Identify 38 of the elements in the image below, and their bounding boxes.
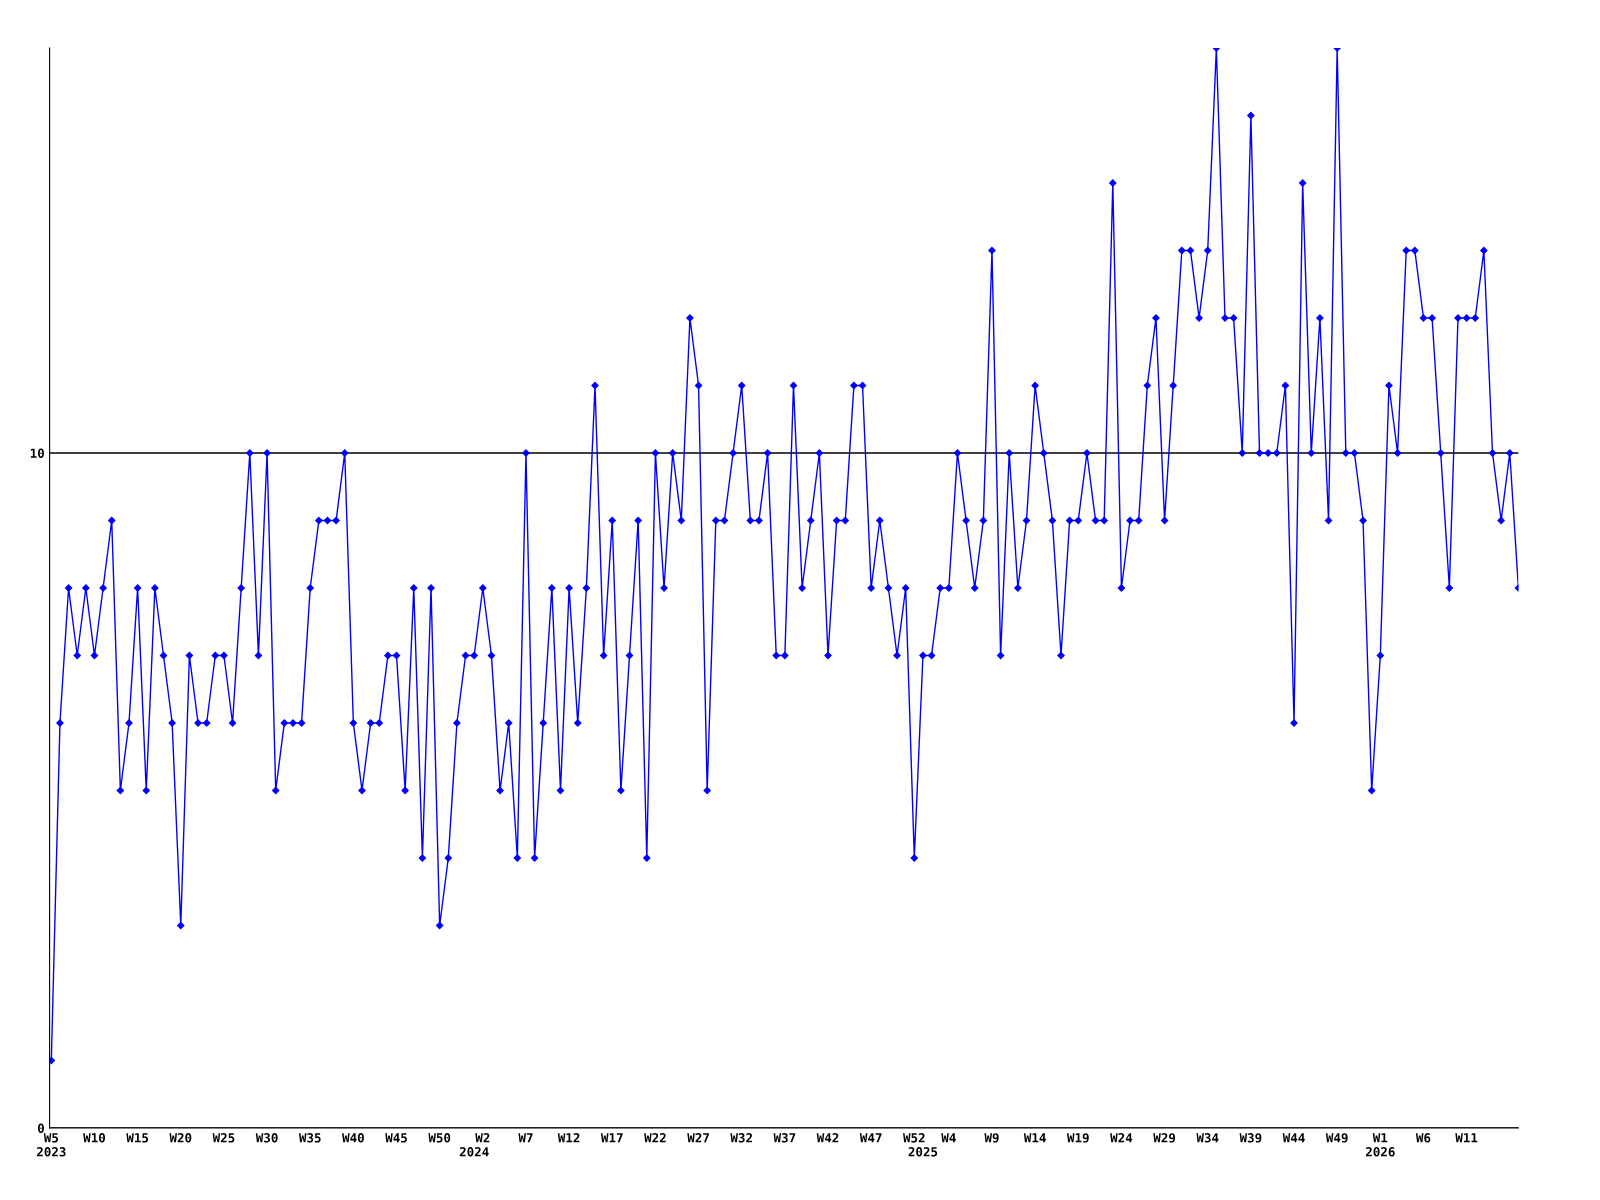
x-tick-label: W5 2023	[36, 1133, 66, 1157]
x-tick-label: W19	[1066, 1133, 1089, 1143]
x-tick-label: W6	[1415, 1133, 1431, 1143]
x-tick-label: 2025	[908, 1147, 938, 1157]
x-tick-label: W40	[342, 1133, 364, 1143]
x-tick-label: W39	[1239, 1133, 1262, 1143]
x-tick-label: W52	[903, 1133, 925, 1143]
x-tick-label: W9	[984, 1133, 999, 1143]
x-tick-label: W7	[518, 1133, 533, 1143]
x-tick-label: W27	[687, 1133, 709, 1143]
x-tick-label: W24	[1110, 1133, 1133, 1143]
x-tick-label: W25	[212, 1133, 235, 1143]
x-tick-label: W44	[1282, 1133, 1305, 1143]
x-tick-label: W47	[859, 1133, 882, 1143]
x-tick-label: W30	[255, 1133, 278, 1143]
x-tick-label: W22	[644, 1133, 666, 1143]
x-tick-label: 2024	[459, 1147, 489, 1157]
x-tick-label: W34	[1196, 1133, 1219, 1143]
x-tick-label: W42	[816, 1133, 839, 1143]
x-tick-label: W32	[730, 1133, 752, 1143]
x-tick-label: W10	[83, 1133, 106, 1143]
x-tick-label: W17	[600, 1133, 623, 1143]
x-tick-label: W4	[941, 1133, 956, 1143]
y-tick-label: 0	[37, 1123, 44, 1133]
x-tick-label: W11	[1455, 1133, 1478, 1143]
x-tick-label: W50	[428, 1133, 451, 1143]
x-tick-label: W29	[1153, 1133, 1176, 1143]
x-tick-label: W14	[1023, 1133, 1046, 1143]
x-tick-label: W20	[169, 1133, 192, 1143]
y-tick-label: 10	[30, 448, 44, 458]
x-tick-label: W49	[1325, 1133, 1348, 1143]
x-tick-label: W15	[126, 1133, 149, 1143]
x-tick-label: W37	[773, 1133, 796, 1143]
x-tick-label: W35	[298, 1133, 321, 1143]
x-tick-label: W45	[385, 1133, 407, 1143]
x-tick-label: W1 2026	[1365, 1133, 1395, 1157]
x-tick-label: W2	[475, 1133, 490, 1143]
x-tick-label: W12	[557, 1133, 580, 1143]
